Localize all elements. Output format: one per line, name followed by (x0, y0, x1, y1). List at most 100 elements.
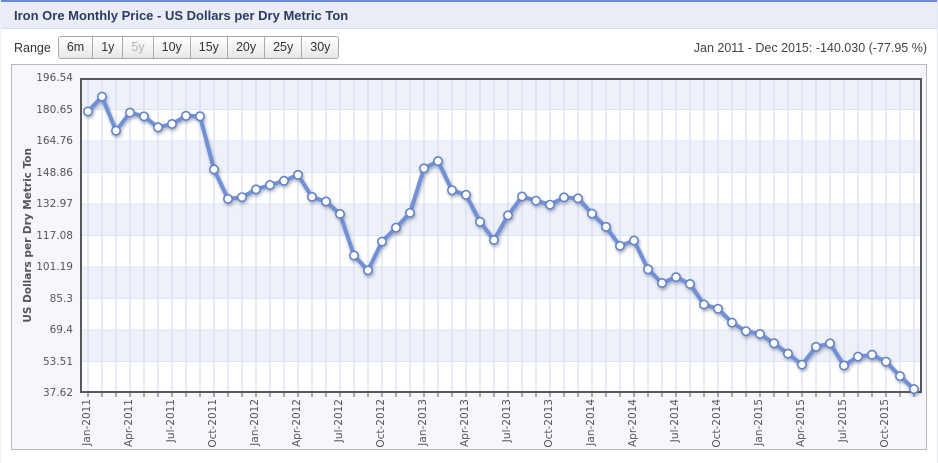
data-point-marker[interactable] (348, 250, 359, 261)
data-point-marker[interactable] (600, 221, 611, 232)
data-point-marker[interactable] (824, 338, 835, 349)
data-point-marker[interactable] (460, 189, 471, 200)
data-point-marker[interactable] (195, 111, 206, 122)
data-point-marker[interactable] (866, 349, 877, 360)
data-point-marker[interactable] (852, 351, 863, 362)
data-point-marker[interactable] (110, 125, 121, 136)
data-point-marker[interactable] (656, 278, 667, 289)
data-point-marker[interactable] (404, 207, 415, 218)
data-point-marker[interactable] (572, 193, 583, 204)
x-tick-label: Jul-2012 (333, 399, 345, 443)
data-point-marker[interactable] (796, 359, 807, 370)
y-tick-label: 180.65 (36, 103, 73, 116)
data-point-marker[interactable] (432, 156, 443, 167)
y-tick-label: 101.19 (36, 261, 73, 273)
data-point-marker[interactable] (153, 122, 164, 133)
data-point-marker[interactable] (880, 356, 891, 367)
data-point-marker[interactable] (838, 360, 849, 371)
plot-band (80, 361, 922, 393)
data-point-marker[interactable] (642, 264, 653, 275)
data-point-marker[interactable] (684, 279, 695, 290)
range-button-group: 6m 1y 5y 10y 15y 20y 25y 30y (57, 36, 340, 59)
data-point-marker[interactable] (418, 163, 429, 174)
data-point-marker[interactable] (446, 185, 457, 196)
accent-top-border (1, 0, 937, 2)
data-point-marker[interactable] (321, 196, 332, 207)
x-tick-label: Apr-2011 (123, 399, 135, 448)
plot-band (80, 330, 922, 362)
x-tick-label: Jul-2013 (501, 399, 513, 443)
data-point-marker[interactable] (390, 222, 401, 233)
data-point-marker[interactable] (502, 210, 513, 221)
plot-band (80, 267, 922, 299)
data-point-marker[interactable] (530, 195, 541, 206)
data-point-marker[interactable] (516, 191, 527, 202)
range-button-30y[interactable]: 30y (301, 36, 340, 59)
data-point-marker[interactable] (754, 329, 765, 340)
y-tick-label: 148.86 (36, 166, 73, 179)
data-point-marker[interactable] (138, 111, 149, 122)
data-point-marker[interactable] (279, 175, 290, 186)
data-point-marker[interactable] (782, 348, 793, 359)
data-point-marker[interactable] (810, 341, 821, 352)
data-point-marker[interactable] (237, 192, 248, 203)
x-tick-label: Jan-2013 (417, 399, 429, 446)
data-point-marker[interactable] (307, 191, 318, 202)
data-point-marker[interactable] (376, 236, 387, 247)
data-point-marker[interactable] (181, 110, 192, 121)
x-tick-label: Jan-2012 (249, 399, 261, 446)
range-button-10y[interactable]: 10y (152, 36, 191, 59)
plot-band (80, 172, 922, 204)
data-point-marker[interactable] (265, 180, 276, 191)
y-tick-label: 53.51 (42, 355, 73, 368)
x-tick-label: Jan-2015 (753, 399, 765, 446)
chart-panel: US Dollars per Dry Metric Ton 196.54 180.… (11, 64, 927, 450)
x-tick-label: Apr-2014 (627, 399, 639, 448)
data-point-marker[interactable] (335, 209, 346, 220)
data-point-marker[interactable] (124, 107, 135, 118)
x-tick-label: Oct-2015 (879, 399, 891, 448)
data-point-marker[interactable] (698, 299, 709, 310)
data-point-marker[interactable] (712, 303, 723, 314)
data-point-marker[interactable] (894, 371, 905, 382)
data-point-marker[interactable] (362, 265, 373, 276)
data-point-marker[interactable] (726, 317, 737, 328)
data-point-marker[interactable] (167, 118, 178, 129)
data-point-marker[interactable] (209, 164, 220, 175)
x-tick-label: Jan-2014 (585, 399, 597, 446)
range-button-6m[interactable]: 6m (57, 36, 94, 59)
price-series (83, 91, 919, 395)
data-point-marker[interactable] (488, 235, 499, 246)
y-tick-label: 196.54 (36, 72, 73, 84)
range-button-1y[interactable]: 1y (92, 36, 124, 59)
data-point-marker[interactable] (223, 193, 234, 204)
y-tick-label: 85.3 (49, 292, 73, 305)
data-point-marker[interactable] (251, 184, 262, 195)
chart-plot[interactable] (80, 78, 922, 398)
x-tick-label: Jul-2014 (669, 399, 681, 443)
data-point-marker[interactable] (614, 240, 625, 251)
plot-band (80, 109, 922, 141)
range-button-5y[interactable]: 5y (122, 36, 154, 59)
data-point-marker[interactable] (768, 338, 779, 349)
data-point-marker[interactable] (740, 326, 751, 337)
data-point-marker[interactable] (558, 192, 569, 203)
data-point-marker[interactable] (544, 199, 555, 210)
data-point-marker[interactable] (83, 106, 93, 117)
x-tick-label: Apr-2013 (459, 399, 471, 448)
plot-band (80, 235, 922, 267)
data-point-marker[interactable] (586, 208, 597, 219)
x-tick-label: Jan-2011 (81, 399, 93, 446)
data-point-marker[interactable] (474, 216, 485, 227)
x-tick-label: Jul-2011 (165, 399, 177, 443)
data-point-marker[interactable] (670, 272, 681, 283)
data-point-marker[interactable] (628, 235, 639, 246)
range-button-25y[interactable]: 25y (264, 36, 303, 59)
data-point-marker[interactable] (293, 169, 304, 180)
data-point-marker[interactable] (96, 91, 107, 102)
data-point-marker[interactable] (908, 384, 919, 395)
range-button-15y[interactable]: 15y (189, 36, 228, 59)
x-tick-label: Oct-2012 (375, 399, 387, 448)
range-button-20y[interactable]: 20y (226, 36, 266, 59)
